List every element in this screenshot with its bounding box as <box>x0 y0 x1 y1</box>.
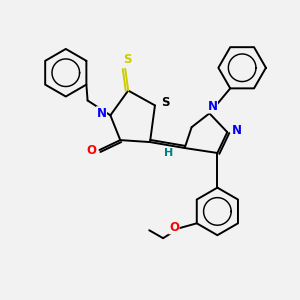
Text: N: N <box>232 124 242 137</box>
Text: N: N <box>97 107 106 120</box>
Text: H: H <box>164 148 173 158</box>
Text: N: N <box>207 100 218 113</box>
Text: S: S <box>162 96 170 109</box>
Text: O: O <box>86 143 97 157</box>
Text: S: S <box>123 53 131 66</box>
Text: O: O <box>169 221 179 234</box>
